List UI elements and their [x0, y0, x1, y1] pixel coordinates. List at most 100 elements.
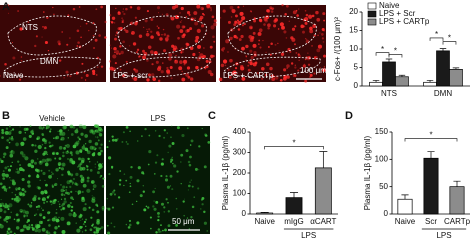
scale-bar-label: 50 μm [172, 217, 195, 226]
cell [160, 174, 163, 178]
cell [321, 27, 325, 31]
cell [88, 206, 91, 209]
error-bar [289, 192, 299, 198]
cell [201, 24, 205, 28]
cell [59, 205, 61, 208]
cell [152, 190, 156, 194]
cell [302, 64, 306, 68]
cell [75, 222, 77, 224]
cell [87, 157, 90, 161]
panel-label: D [345, 110, 353, 122]
cell [290, 36, 294, 40]
cell [317, 44, 323, 49]
cell [180, 182, 182, 185]
cell [222, 47, 226, 50]
cell [322, 69, 325, 71]
y-axis-label: Plasma IL-1β (pg/ml) [221, 135, 230, 210]
cell [51, 217, 56, 222]
significance-bracket [388, 54, 403, 58]
significance-bracket [442, 41, 457, 45]
cell [70, 190, 73, 193]
cell [19, 164, 22, 167]
cell [60, 167, 65, 171]
cell [231, 8, 236, 14]
cell [54, 182, 58, 187]
cell [125, 223, 128, 226]
x-tick-label: NTS [381, 89, 397, 98]
cell [97, 167, 101, 171]
cell [42, 216, 46, 219]
cell [94, 129, 97, 132]
cell [67, 192, 70, 195]
cell [323, 66, 326, 68]
cell [317, 34, 319, 37]
cell [188, 228, 191, 230]
error-bar [452, 67, 460, 70]
cell [207, 69, 212, 75]
x-tick-label: mIgG [284, 217, 304, 226]
cell [160, 202, 164, 206]
y-axis-label: c-Fos+ /(100 μm)² [333, 17, 342, 81]
cell [92, 72, 96, 76]
cell [121, 20, 124, 24]
cell [111, 135, 114, 138]
cell [187, 160, 191, 164]
cell [203, 165, 207, 169]
x-tick-label: Scr [425, 217, 437, 226]
cell [9, 176, 11, 179]
cell [53, 231, 57, 235]
bar [382, 61, 396, 87]
cell [175, 47, 178, 50]
cell [15, 226, 20, 230]
cell [27, 163, 32, 167]
cell [307, 63, 311, 66]
cell [163, 136, 166, 139]
cell [78, 140, 80, 142]
cell [21, 188, 25, 192]
cell [134, 22, 138, 26]
cell [36, 168, 41, 173]
cell [233, 29, 235, 31]
cell [247, 64, 250, 67]
cell [7, 227, 11, 231]
cell [160, 224, 162, 226]
cell [69, 185, 72, 189]
cell [84, 147, 89, 152]
cell [143, 26, 145, 28]
cell [58, 216, 60, 219]
y-tick-label: 50 [379, 182, 388, 191]
cell [83, 144, 85, 147]
cell [92, 188, 95, 190]
cell [168, 144, 172, 148]
cell [21, 228, 25, 232]
error-bar [260, 212, 269, 213]
region-outline [7, 15, 97, 56]
cell [55, 168, 59, 172]
cell [161, 34, 163, 36]
cell [175, 54, 177, 57]
cell [172, 162, 174, 165]
region-outline [117, 15, 207, 56]
cell [51, 144, 54, 147]
cell [176, 126, 180, 130]
cell [229, 5, 234, 10]
cell [25, 210, 29, 215]
cell [130, 6, 133, 9]
cell [44, 179, 46, 181]
cell [101, 205, 105, 210]
cell [190, 139, 194, 143]
cell [71, 154, 73, 156]
cell [95, 124, 100, 129]
cell [106, 207, 108, 209]
cell [258, 18, 263, 22]
cell [22, 209, 26, 214]
cell [227, 20, 231, 24]
micrographs [0, 3, 326, 236]
cell [141, 171, 145, 175]
cell [29, 204, 33, 208]
cell [320, 33, 324, 36]
cell [30, 223, 34, 227]
cell [1, 136, 4, 139]
cell [67, 170, 71, 174]
cell [46, 200, 48, 203]
